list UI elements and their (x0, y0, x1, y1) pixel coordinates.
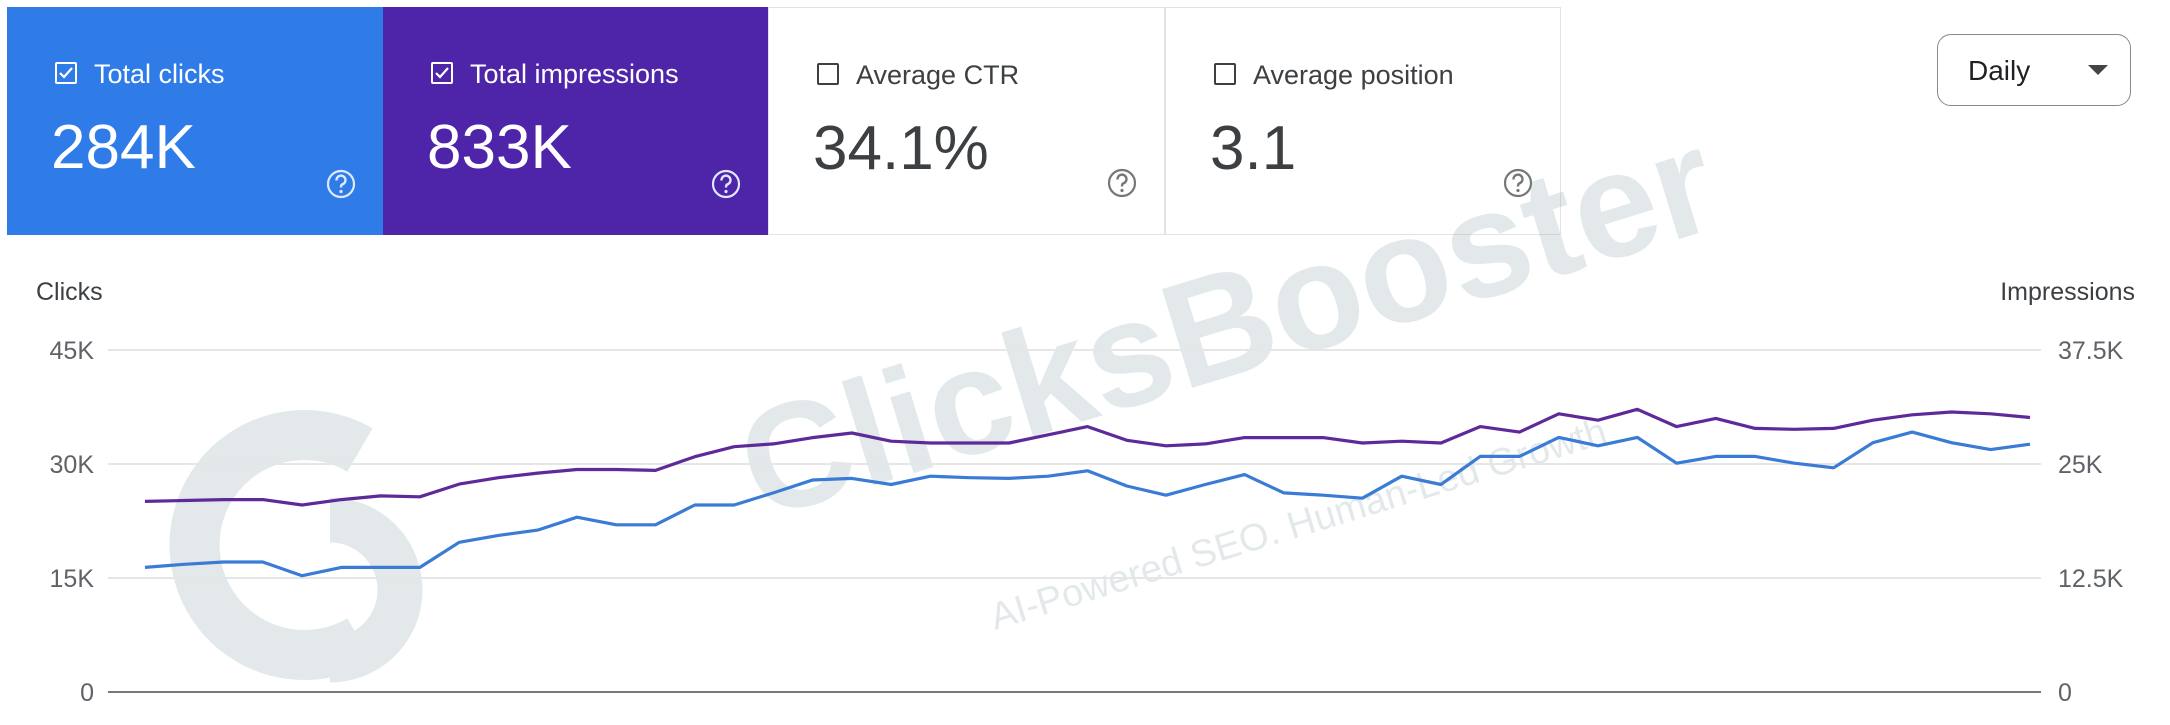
card-value: 833K (427, 113, 572, 182)
metric-card[interactable]: Total impressions 833K (383, 7, 768, 235)
y2-tick-label: 37.5K (2058, 337, 2124, 365)
watermark-logo (329, 497, 423, 683)
y-tick-label: 15K (50, 565, 95, 593)
series-line (144, 430, 2031, 578)
card-label: Average position (1253, 60, 1454, 90)
card-value: 284K (51, 113, 196, 182)
metric-card[interactable]: Average CTR 34.1% (768, 7, 1165, 235)
y2-tick-label: 12.5K (2058, 565, 2124, 593)
help-glyph (326, 169, 356, 199)
watermark-tagline: AI-Powered SEO. Human-Led Growth (985, 411, 1611, 639)
dropdown-arrow (2088, 65, 2108, 75)
metric-card[interactable]: Average position 3.1 (1165, 7, 1561, 235)
card-label: Average CTR (856, 60, 1020, 90)
help-icon (1502, 167, 1534, 204)
y-axis-title: Clicks (36, 278, 103, 306)
dropdown-value: Daily (1968, 55, 2031, 86)
help-icon (710, 168, 742, 205)
y-tick-label: 45K (50, 337, 95, 365)
card-value: 34.1% (813, 114, 989, 183)
help-glyph (1503, 168, 1533, 198)
card-value: 3.1 (1210, 114, 1297, 183)
y-tick-label: 30K (50, 451, 95, 479)
granularity-dropdown[interactable]: Daily (1937, 34, 2131, 106)
help-icon (325, 168, 357, 205)
checkbox (1214, 63, 1236, 85)
card-label: Total impressions (470, 59, 679, 89)
checkbox (817, 63, 839, 85)
series-line (144, 407, 2031, 507)
y-tick-label: 0 (80, 679, 94, 707)
metric-card[interactable]: Total clicks 284K (7, 7, 383, 235)
check-mark (59, 67, 73, 79)
help-glyph (1107, 168, 1137, 198)
card-label: Total clicks (94, 59, 225, 89)
checkbox (55, 62, 77, 84)
check-mark (435, 67, 449, 79)
help-icon (1106, 167, 1138, 204)
y2-axis-title: Impressions (2000, 278, 2135, 306)
watermark-logo (169, 410, 373, 680)
checkbox (431, 62, 453, 84)
y2-tick-label: 0 (2058, 679, 2072, 707)
help-glyph (711, 169, 741, 199)
y2-tick-label: 25K (2058, 451, 2103, 479)
